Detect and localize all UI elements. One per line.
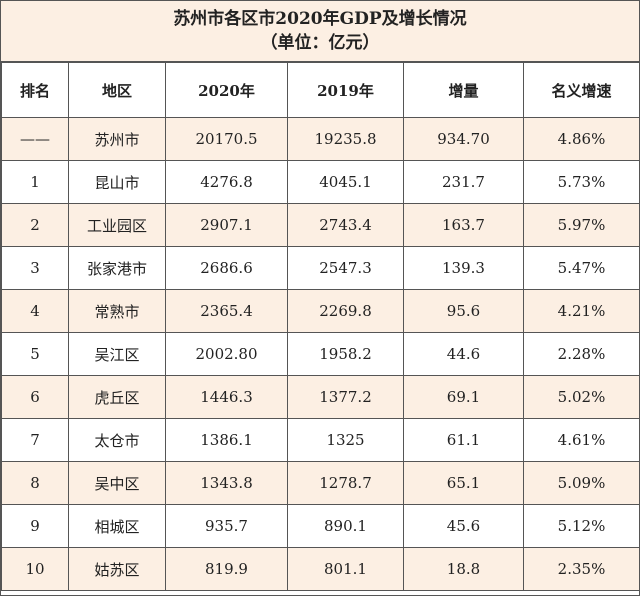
cell: 1377.2 (287, 375, 404, 419)
cell: 4 (1, 289, 69, 333)
cell: 1343.8 (165, 461, 288, 505)
cell: 2002.80 (165, 332, 288, 376)
cell: —— (1, 117, 69, 161)
cell: 4.61% (523, 418, 640, 462)
cell: 1386.1 (165, 418, 288, 462)
cell: 44.6 (403, 332, 524, 376)
cell: 5.02% (523, 375, 640, 419)
cell: 20170.5 (165, 117, 288, 161)
cell: 2365.4 (165, 289, 288, 333)
cell: 2 (1, 203, 69, 247)
subtitle: （单位：亿元） (260, 33, 380, 53)
header-cell: 增量 (403, 62, 524, 118)
cell: 890.1 (287, 504, 404, 548)
data-row: 3 张家港市 2686.6 2547.3 139.3 5.47% (1, 246, 640, 290)
data-row: 1 昆山市 4276.8 4045.1 231.7 5.73% (1, 160, 640, 204)
data-row: 10 姑苏区 819.9 801.1 18.8 2.35% (1, 547, 640, 591)
cell: 10 (1, 547, 69, 591)
cell: 5 (1, 332, 69, 376)
data-row: 8 吴中区 1343.8 1278.7 65.1 5.09% (1, 461, 640, 505)
data-row: 4 常熟市 2365.4 2269.8 95.6 4.21% (1, 289, 640, 333)
cell: 4.86% (523, 117, 640, 161)
data-row: 7 太仓市 1386.1 1325 61.1 4.61% (1, 418, 640, 462)
cell: 工业园区 (68, 203, 166, 247)
cell: 常熟市 (68, 289, 166, 333)
cell: 2686.6 (165, 246, 288, 290)
cell: 139.3 (403, 246, 524, 290)
data-row: —— 苏州市 20170.5 19235.8 934.70 4.86% (1, 117, 640, 161)
cell: 2.28% (523, 332, 640, 376)
cell: 1325 (287, 418, 404, 462)
cell: 4.21% (523, 289, 640, 333)
cell: 801.1 (287, 547, 404, 591)
cell: 231.7 (403, 160, 524, 204)
data-row: 9 相城区 935.7 890.1 45.6 5.12% (1, 504, 640, 548)
header: 苏州市各区市2020年GDP及增长情况 （单位：亿元） (1, 1, 639, 62)
title: 苏州市各区市2020年GDP及增长情况 (173, 9, 467, 29)
header-cell: 2019年 (287, 62, 404, 118)
header-cell: 名义增速 (523, 62, 640, 118)
cell: 819.9 (165, 547, 288, 591)
gdp-table: 排名 地区 2020年 2019年 增量 名义增速 —— 苏州市 20170.5 19235.8 9… (1, 62, 640, 591)
cell: 19235.8 (287, 117, 404, 161)
cell: 1 (1, 160, 69, 204)
cell: 姑苏区 (68, 547, 166, 591)
data-row: 6 虎丘区 1446.3 1377.2 69.1 5.02% (1, 375, 640, 419)
cell: 6 (1, 375, 69, 419)
header-cell: 地区 (68, 62, 166, 118)
cell: 4276.8 (165, 160, 288, 204)
cell: 张家港市 (68, 246, 166, 290)
cell: 2907.1 (165, 203, 288, 247)
cell: 1958.2 (287, 332, 404, 376)
cell: 3 (1, 246, 69, 290)
cell: 5.09% (523, 461, 640, 505)
cell: 2.35% (523, 547, 640, 591)
cell: 吴江区 (68, 332, 166, 376)
cell: 4045.1 (287, 160, 404, 204)
cell: 8 (1, 461, 69, 505)
cell: 934.70 (403, 117, 524, 161)
cell: 65.1 (403, 461, 524, 505)
cell: 18.8 (403, 547, 524, 591)
cell: 69.1 (403, 375, 524, 419)
header-cell: 排名 (1, 62, 69, 118)
cell: 935.7 (165, 504, 288, 548)
cell: 163.7 (403, 203, 524, 247)
cell: 相城区 (68, 504, 166, 548)
cell: 7 (1, 418, 69, 462)
cell: 1446.3 (165, 375, 288, 419)
cell: 5.73% (523, 160, 640, 204)
cell: 2547.3 (287, 246, 404, 290)
cell: 虎丘区 (68, 375, 166, 419)
cell: 61.1 (403, 418, 524, 462)
cell: 2269.8 (287, 289, 404, 333)
cell: 5.97% (523, 203, 640, 247)
cell: 5.12% (523, 504, 640, 548)
data-row: 2 工业园区 2907.1 2743.4 163.7 5.97% (1, 203, 640, 247)
cell: 2743.4 (287, 203, 404, 247)
cell: 5.47% (523, 246, 640, 290)
cell: 吴中区 (68, 461, 166, 505)
cell: 45.6 (403, 504, 524, 548)
cell: 昆山市 (68, 160, 166, 204)
data-row: 5 吴江区 2002.80 1958.2 44.6 2.28% (1, 332, 640, 376)
cell: 9 (1, 504, 69, 548)
cell: 苏州市 (68, 117, 166, 161)
header-row: 排名 地区 2020年 2019年 增量 名义增速 (1, 62, 640, 118)
cell: 1278.7 (287, 461, 404, 505)
header-cell: 2020年 (165, 62, 288, 118)
cell: 太仓市 (68, 418, 166, 462)
cell: 95.6 (403, 289, 524, 333)
